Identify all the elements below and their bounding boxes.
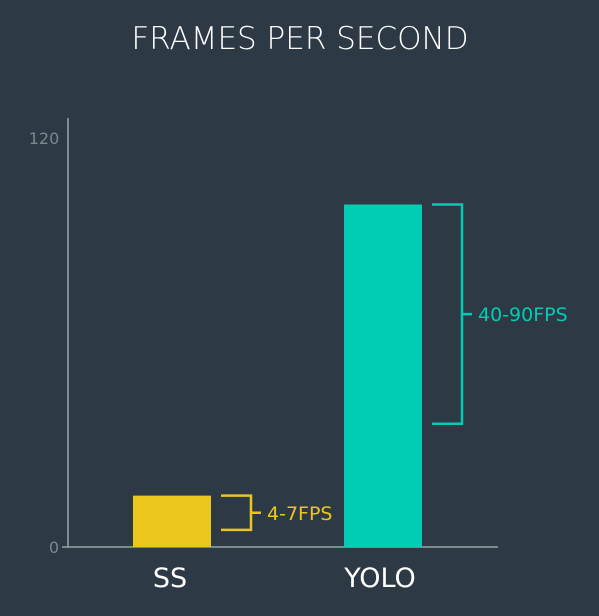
category-label-ss: SS: [153, 563, 187, 594]
bar-ss: [133, 496, 211, 547]
range-bracket-yolo: [432, 205, 472, 424]
range-label-ss: 4-7FPS: [267, 503, 332, 525]
y-tick-label-min: 0: [49, 538, 59, 557]
chart-title: FRAMES PER SECOND: [131, 21, 468, 57]
y-tick-label-max: 120: [29, 129, 60, 148]
range-label-yolo: 40-90FPS: [478, 304, 568, 326]
bar-yolo: [344, 205, 422, 548]
category-label-yolo: YOLO: [343, 563, 416, 594]
range-bracket-ss: [221, 496, 261, 530]
